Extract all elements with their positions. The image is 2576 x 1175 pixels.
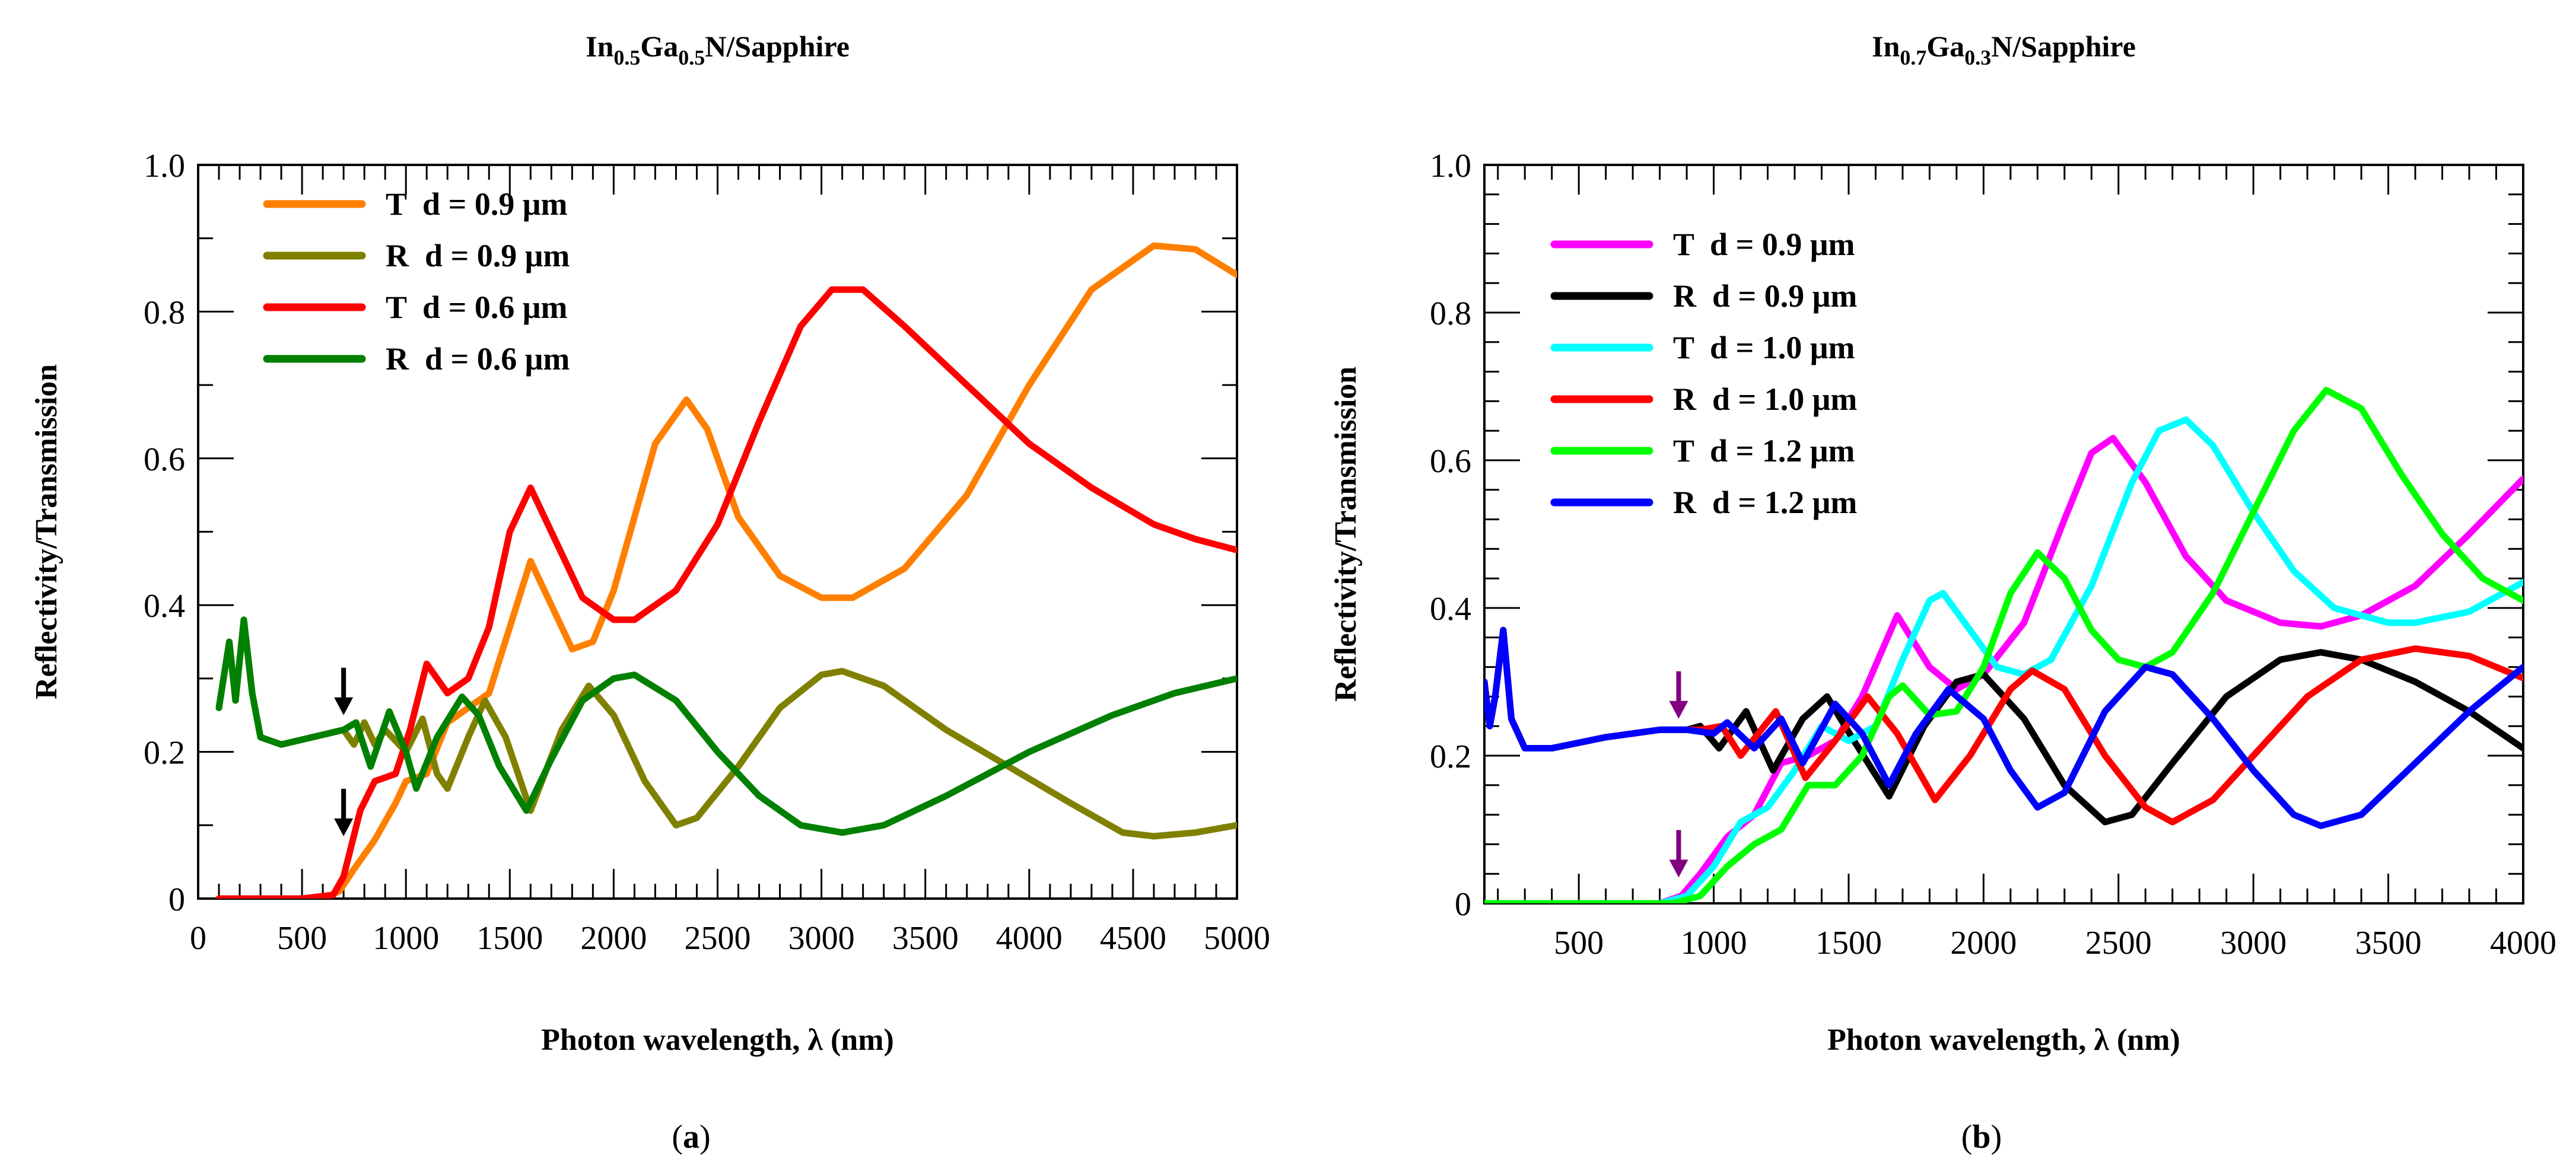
legend-label: T d = 0.6 μm [386,289,567,325]
x-tick-label: 4000 [2490,925,2556,961]
x-tick-label: 1000 [373,920,439,957]
x-tick-label: 500 [277,920,327,957]
chart-panel-b: In0.7Ga0.3N/Sapphire 500 1000 1500 2000 2500 3… [1329,30,2556,1155]
y-tick-label: 0.2 [1430,738,1471,775]
title-subscript: 0.5 [678,46,705,69]
y-tick-label: 0 [1455,886,1471,923]
legend-label: T d = 1.2 μm [1673,433,1855,469]
panel-caption: (b) [1961,1119,2002,1155]
x-tick-label: 500 [1554,925,1604,961]
y-tick-label: 1.0 [1430,148,1471,184]
arrow-marker-1 [334,788,354,836]
legend-label: T d = 0.9 μm [1673,227,1855,262]
legend-label: R d = 1.2 μm [1673,485,1857,520]
series-line-4 [1484,387,2523,903]
title-part: In [586,30,613,63]
y-tick-label: 0.2 [144,735,185,772]
legend-item: T d = 0.6 μm [263,289,567,325]
y-tick-label: 0.4 [144,588,185,625]
x-axis-title: Photon wavelength, λ (nm) [1827,1023,2180,1057]
arrow-marker-0 [334,667,354,715]
y-tick-label: 0 [168,881,185,918]
legend-item: T d = 1.0 μm [1550,330,1855,365]
arrow-head-icon [334,818,354,836]
y-tick-label: 0.8 [144,294,185,331]
y-tick-label: 0.6 [144,441,185,478]
y-axis-title: Reflectivity/Transmission [1329,367,1363,702]
y-tick-label: 1.0 [144,148,185,184]
x-tick-label: 3500 [892,920,959,957]
series-line-2 [215,286,1237,899]
title-part: In [1872,30,1900,63]
chart-title: In0.7Ga0.3N/Sapphire [1872,30,2136,69]
legend-item: R d = 1.2 μm [1550,485,1857,520]
series-line-5 [1484,626,2523,829]
legend-item: T d = 0.9 μm [263,186,567,222]
arrow-head-icon [1669,700,1688,719]
plot-frame [1483,164,2524,905]
x-tick-label: 4000 [996,920,1063,957]
x-tick-label: 2000 [580,920,647,957]
x-axis-title: Photon wavelength, λ (nm) [541,1023,894,1057]
x-tick-label: 2000 [1950,925,2017,961]
legend-item: R d = 0.9 μm [1550,278,1857,314]
caption-open: ( [1961,1119,1973,1155]
caption-open: ( [672,1119,683,1155]
x-tick-label: 5000 [1204,920,1270,957]
arrow-head-icon [334,697,354,715]
caption-letter: a [683,1119,699,1155]
series-line-2 [1484,416,2523,903]
legend-item: R d = 0.9 μm [263,238,570,273]
legend-label: T d = 0.9 μm [386,186,567,222]
chart-title: In0.5Ga0.5N/Sapphire [586,30,850,69]
x-tick-label: 3500 [2355,925,2422,961]
x-tick-label: 2500 [2085,925,2152,961]
series-line-0 [215,242,1237,899]
legend-label: R d = 1.0 μm [1673,381,1857,417]
title-part: Ga [1926,30,1964,63]
arrow-marker-0 [1669,671,1688,719]
series-line-3 [215,616,1237,836]
legend-item: T d = 1.2 μm [1550,433,1855,469]
legend-label: R d = 0.9 μm [1673,278,1857,314]
title-part: Ga [640,30,678,63]
arrow-marker-1 [1669,830,1688,878]
arrow-head-icon [1669,859,1688,878]
title-subscript: 0.7 [1900,46,1926,69]
caption-close: ) [699,1119,711,1155]
legend-label: T d = 1.0 μm [1673,330,1855,365]
legend-item: R d = 0.6 μm [263,341,570,377]
legend-label: R d = 0.6 μm [386,341,570,377]
title-part: N/Sapphire [1991,30,2136,63]
title-part: N/Sapphire [705,30,850,63]
x-tick-label: 4500 [1100,920,1166,957]
y-tick-label: 0.8 [1430,295,1471,332]
legend-label: R d = 0.9 μm [386,238,570,273]
y-axis-title: Reflectivity/Transmission [30,364,63,699]
caption-close: ) [1991,1119,2002,1155]
panel-caption: (a) [672,1119,710,1155]
x-tick-label: 1500 [476,920,543,957]
x-tick-label: 2500 [685,920,751,957]
x-tick-label: 3000 [788,920,855,957]
x-tick-label: 1000 [1681,925,1747,961]
legend-item: T d = 0.9 μm [1550,227,1855,262]
title-subscript: 0.3 [1964,46,1991,69]
caption-letter: b [1972,1119,1990,1155]
x-tick-label: 1500 [1815,925,1882,961]
y-tick-label: 0.6 [1430,443,1471,480]
x-tick-label: 0 [190,920,206,957]
legend-item: R d = 1.0 μm [1550,381,1857,417]
title-subscript: 0.5 [613,46,640,69]
series-line-3 [1484,626,2523,826]
series-group [215,242,1237,899]
series-group [1484,387,2523,903]
y-tick-label: 0.4 [1430,591,1471,628]
x-tick-label: 3000 [2220,925,2286,961]
